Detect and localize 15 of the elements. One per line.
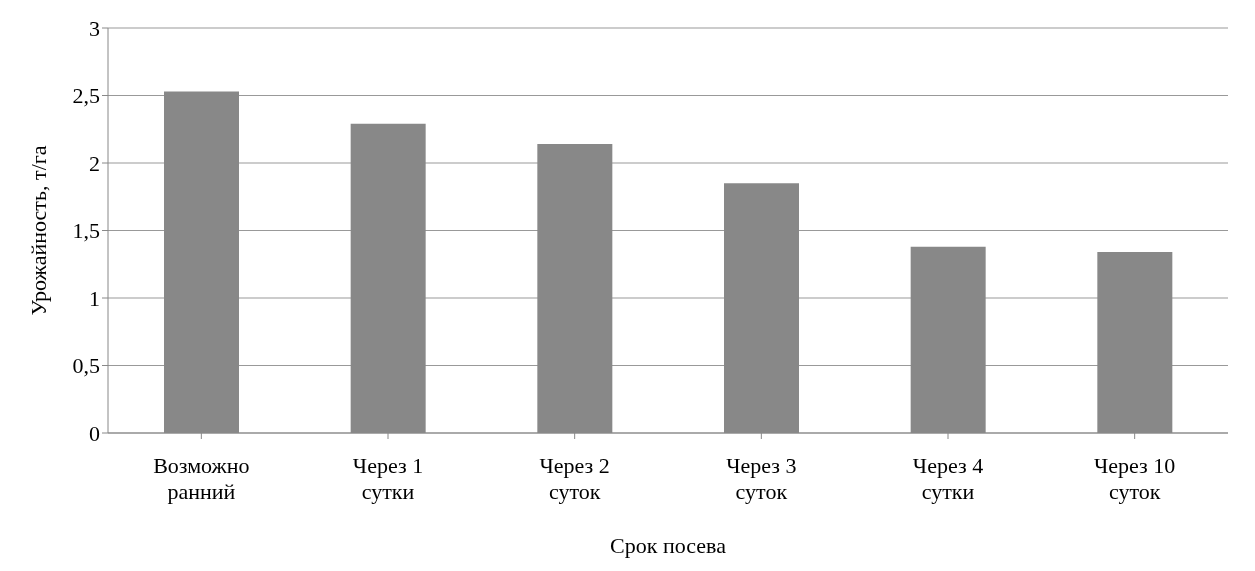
x-tick-label: Через 2 суток xyxy=(539,453,610,504)
y-tick-label: 0 xyxy=(89,420,100,446)
x-axis-title: Срок посева xyxy=(610,533,727,558)
x-tick-label: Через 1 сутки xyxy=(352,453,424,504)
x-tick-label: Возможно ранний xyxy=(153,453,250,504)
x-tick-label: Через 4 сутки xyxy=(912,453,984,504)
y-tick-label: 2 xyxy=(89,150,100,176)
x-tick-label: Через 3 суток xyxy=(726,453,797,504)
y-tick-label: 1 xyxy=(89,285,100,311)
x-tick-label: Через 10 суток xyxy=(1094,453,1176,504)
y-tick-label: 2,5 xyxy=(72,83,100,109)
y-tick-label: 3 xyxy=(89,15,100,41)
y-axis-title: Урожайность, т/га xyxy=(25,145,51,316)
y-tick-label: 0,5 xyxy=(72,353,100,379)
y-tick-label: 1,5 xyxy=(72,218,100,244)
